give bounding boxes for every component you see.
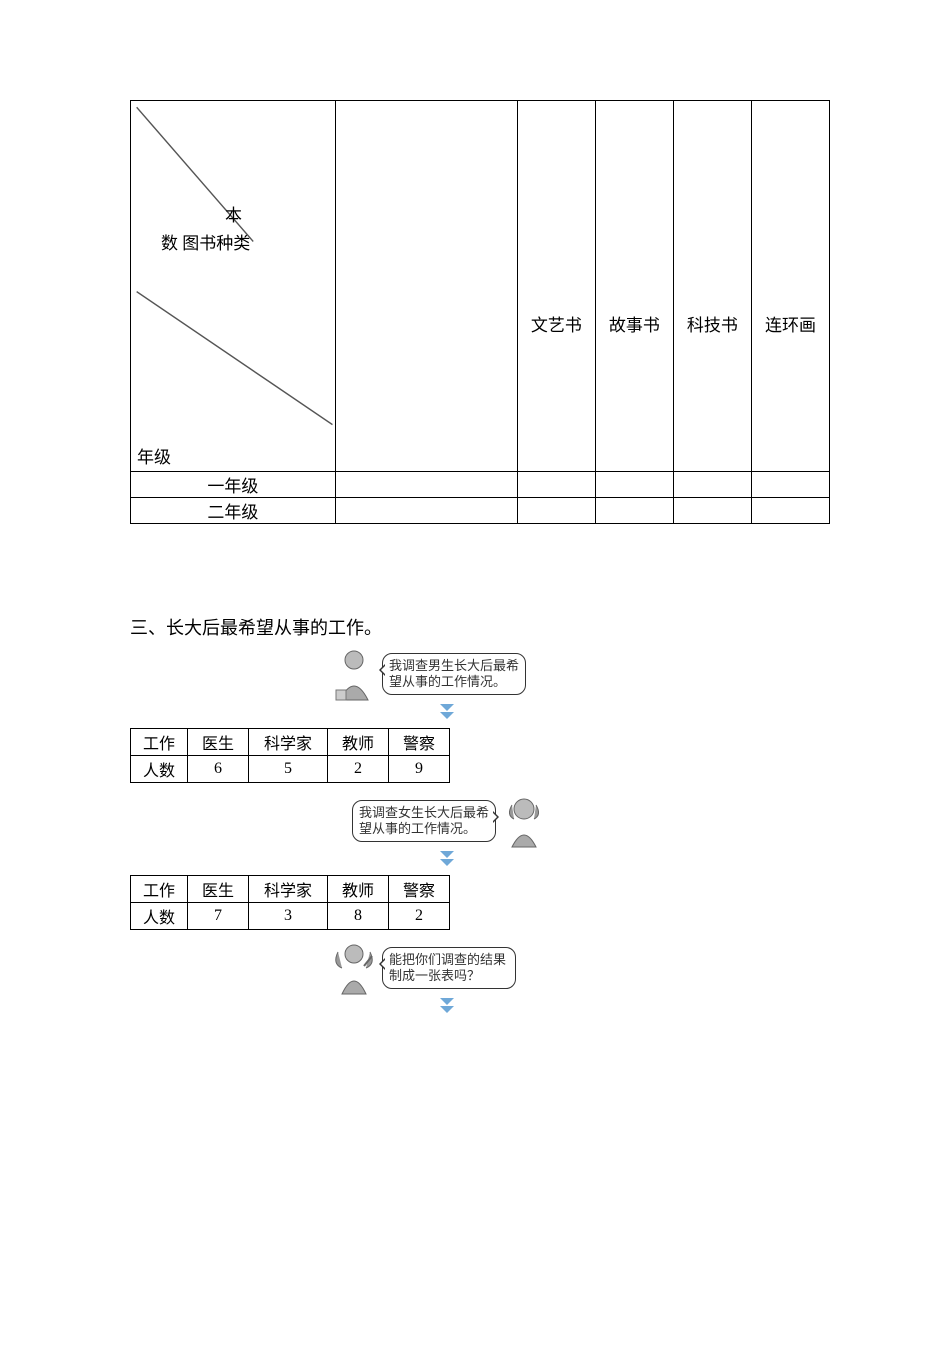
row-label: 人数 xyxy=(131,756,188,783)
table-cell xyxy=(673,498,751,524)
col-header: 连环画 xyxy=(751,101,829,472)
down-arrow-icon xyxy=(440,851,820,867)
col-header: 警察 xyxy=(389,876,450,903)
table-cell: 9 xyxy=(389,756,450,783)
header-row: 本 数 图书种类 年级 文艺书 故事书 科技书 连环画 xyxy=(131,101,830,472)
teacher-speech-bubble: 能把你们调查的结果制成一张表吗？ xyxy=(382,947,516,990)
table-cell xyxy=(751,498,829,524)
table-row: 工作 医生 科学家 教师 警察 xyxy=(131,729,450,756)
table-cell: 2 xyxy=(328,756,389,783)
blank-header-cell xyxy=(335,101,517,472)
table-cell xyxy=(751,472,829,498)
table-cell: 8 xyxy=(328,903,389,930)
row-label: 人数 xyxy=(131,903,188,930)
down-arrow-icon xyxy=(440,998,820,1016)
girl-bubble-text: 我调查女生长大后最希望从事的工作情况。 xyxy=(359,805,489,838)
table-row: 二年级 xyxy=(131,498,830,524)
table-cell: 7 xyxy=(188,903,249,930)
col-header-label: 文艺书 xyxy=(518,101,595,471)
boy-speech-bubble: 我调查男生长大后最希望从事的工作情况。 xyxy=(382,653,526,696)
table-cell xyxy=(517,472,595,498)
diagonal-header-cell: 本 数 图书种类 年级 xyxy=(131,101,336,472)
col-header: 工作 xyxy=(131,729,188,756)
table-cell xyxy=(335,472,517,498)
boy-speech-row: 我调查男生长大后最希望从事的工作情况。 xyxy=(330,646,820,702)
teacher-bubble-text: 能把你们调查的结果制成一张表吗？ xyxy=(389,952,509,985)
table-cell xyxy=(673,472,751,498)
section-3: 三、长大后最希望从事的工作。 我调查男生长大后最希望从事的工作情况。 工作 医生 xyxy=(130,614,820,1016)
grade-label: 一年级 xyxy=(131,472,336,498)
worksheet-page: 本 数 图书种类 年级 文艺书 故事书 科技书 连环画 一年级 二年级 xyxy=(0,0,950,1058)
table-cell: 5 xyxy=(249,756,328,783)
teacher-speech-row: 能把你们调查的结果制成一张表吗？ xyxy=(330,940,820,996)
table-row: 人数 7 3 8 2 xyxy=(131,903,450,930)
table-cell xyxy=(517,498,595,524)
table-cell: 2 xyxy=(389,903,450,930)
col-header: 科技书 xyxy=(673,101,751,472)
table-row: 工作 医生 科学家 教师 警察 xyxy=(131,876,450,903)
down-arrow-icon xyxy=(440,704,820,720)
section-3-title: 三、长大后最希望从事的工作。 xyxy=(130,614,820,640)
table-cell: 3 xyxy=(249,903,328,930)
girls-survey-table: 工作 医生 科学家 教师 警察 人数 7 3 8 2 xyxy=(130,875,450,930)
col-header: 教师 xyxy=(328,876,389,903)
diag-label-bottom: 年级 xyxy=(137,443,171,468)
boys-survey-table: 工作 医生 科学家 教师 警察 人数 6 5 2 9 xyxy=(130,728,450,783)
girl-speech-bubble: 我调查女生长大后最希望从事的工作情况。 xyxy=(352,800,496,843)
col-header-label: 连环画 xyxy=(752,101,829,471)
col-header: 科学家 xyxy=(249,729,328,756)
table-row: 人数 6 5 2 9 xyxy=(131,756,450,783)
col-header: 医生 xyxy=(188,876,249,903)
col-header: 工作 xyxy=(131,876,188,903)
diagonal-lines-icon xyxy=(131,101,335,471)
col-header-label: 故事书 xyxy=(596,101,673,471)
diag-label-mid: 数 图书种类 xyxy=(161,229,250,254)
table-cell xyxy=(335,498,517,524)
girl-figure-icon xyxy=(500,793,548,849)
boy-figure-icon xyxy=(330,646,378,702)
col-header-label: 科技书 xyxy=(674,101,751,471)
teacher-figure-icon xyxy=(330,940,378,996)
table-cell xyxy=(595,472,673,498)
diag-label-top: 本 xyxy=(225,201,242,226)
girl-speech-row: 我调查女生长大后最希望从事的工作情况。 xyxy=(352,793,820,849)
book-category-table: 本 数 图书种类 年级 文艺书 故事书 科技书 连环画 一年级 二年级 xyxy=(130,100,830,524)
col-header: 医生 xyxy=(188,729,249,756)
col-header: 警察 xyxy=(389,729,450,756)
grade-label: 二年级 xyxy=(131,498,336,524)
table-cell: 6 xyxy=(188,756,249,783)
table-row: 一年级 xyxy=(131,472,830,498)
col-header: 文艺书 xyxy=(517,101,595,472)
col-header: 教师 xyxy=(328,729,389,756)
table-cell xyxy=(595,498,673,524)
col-header: 故事书 xyxy=(595,101,673,472)
boy-bubble-text: 我调查男生长大后最希望从事的工作情况。 xyxy=(389,658,519,691)
col-header: 科学家 xyxy=(249,876,328,903)
